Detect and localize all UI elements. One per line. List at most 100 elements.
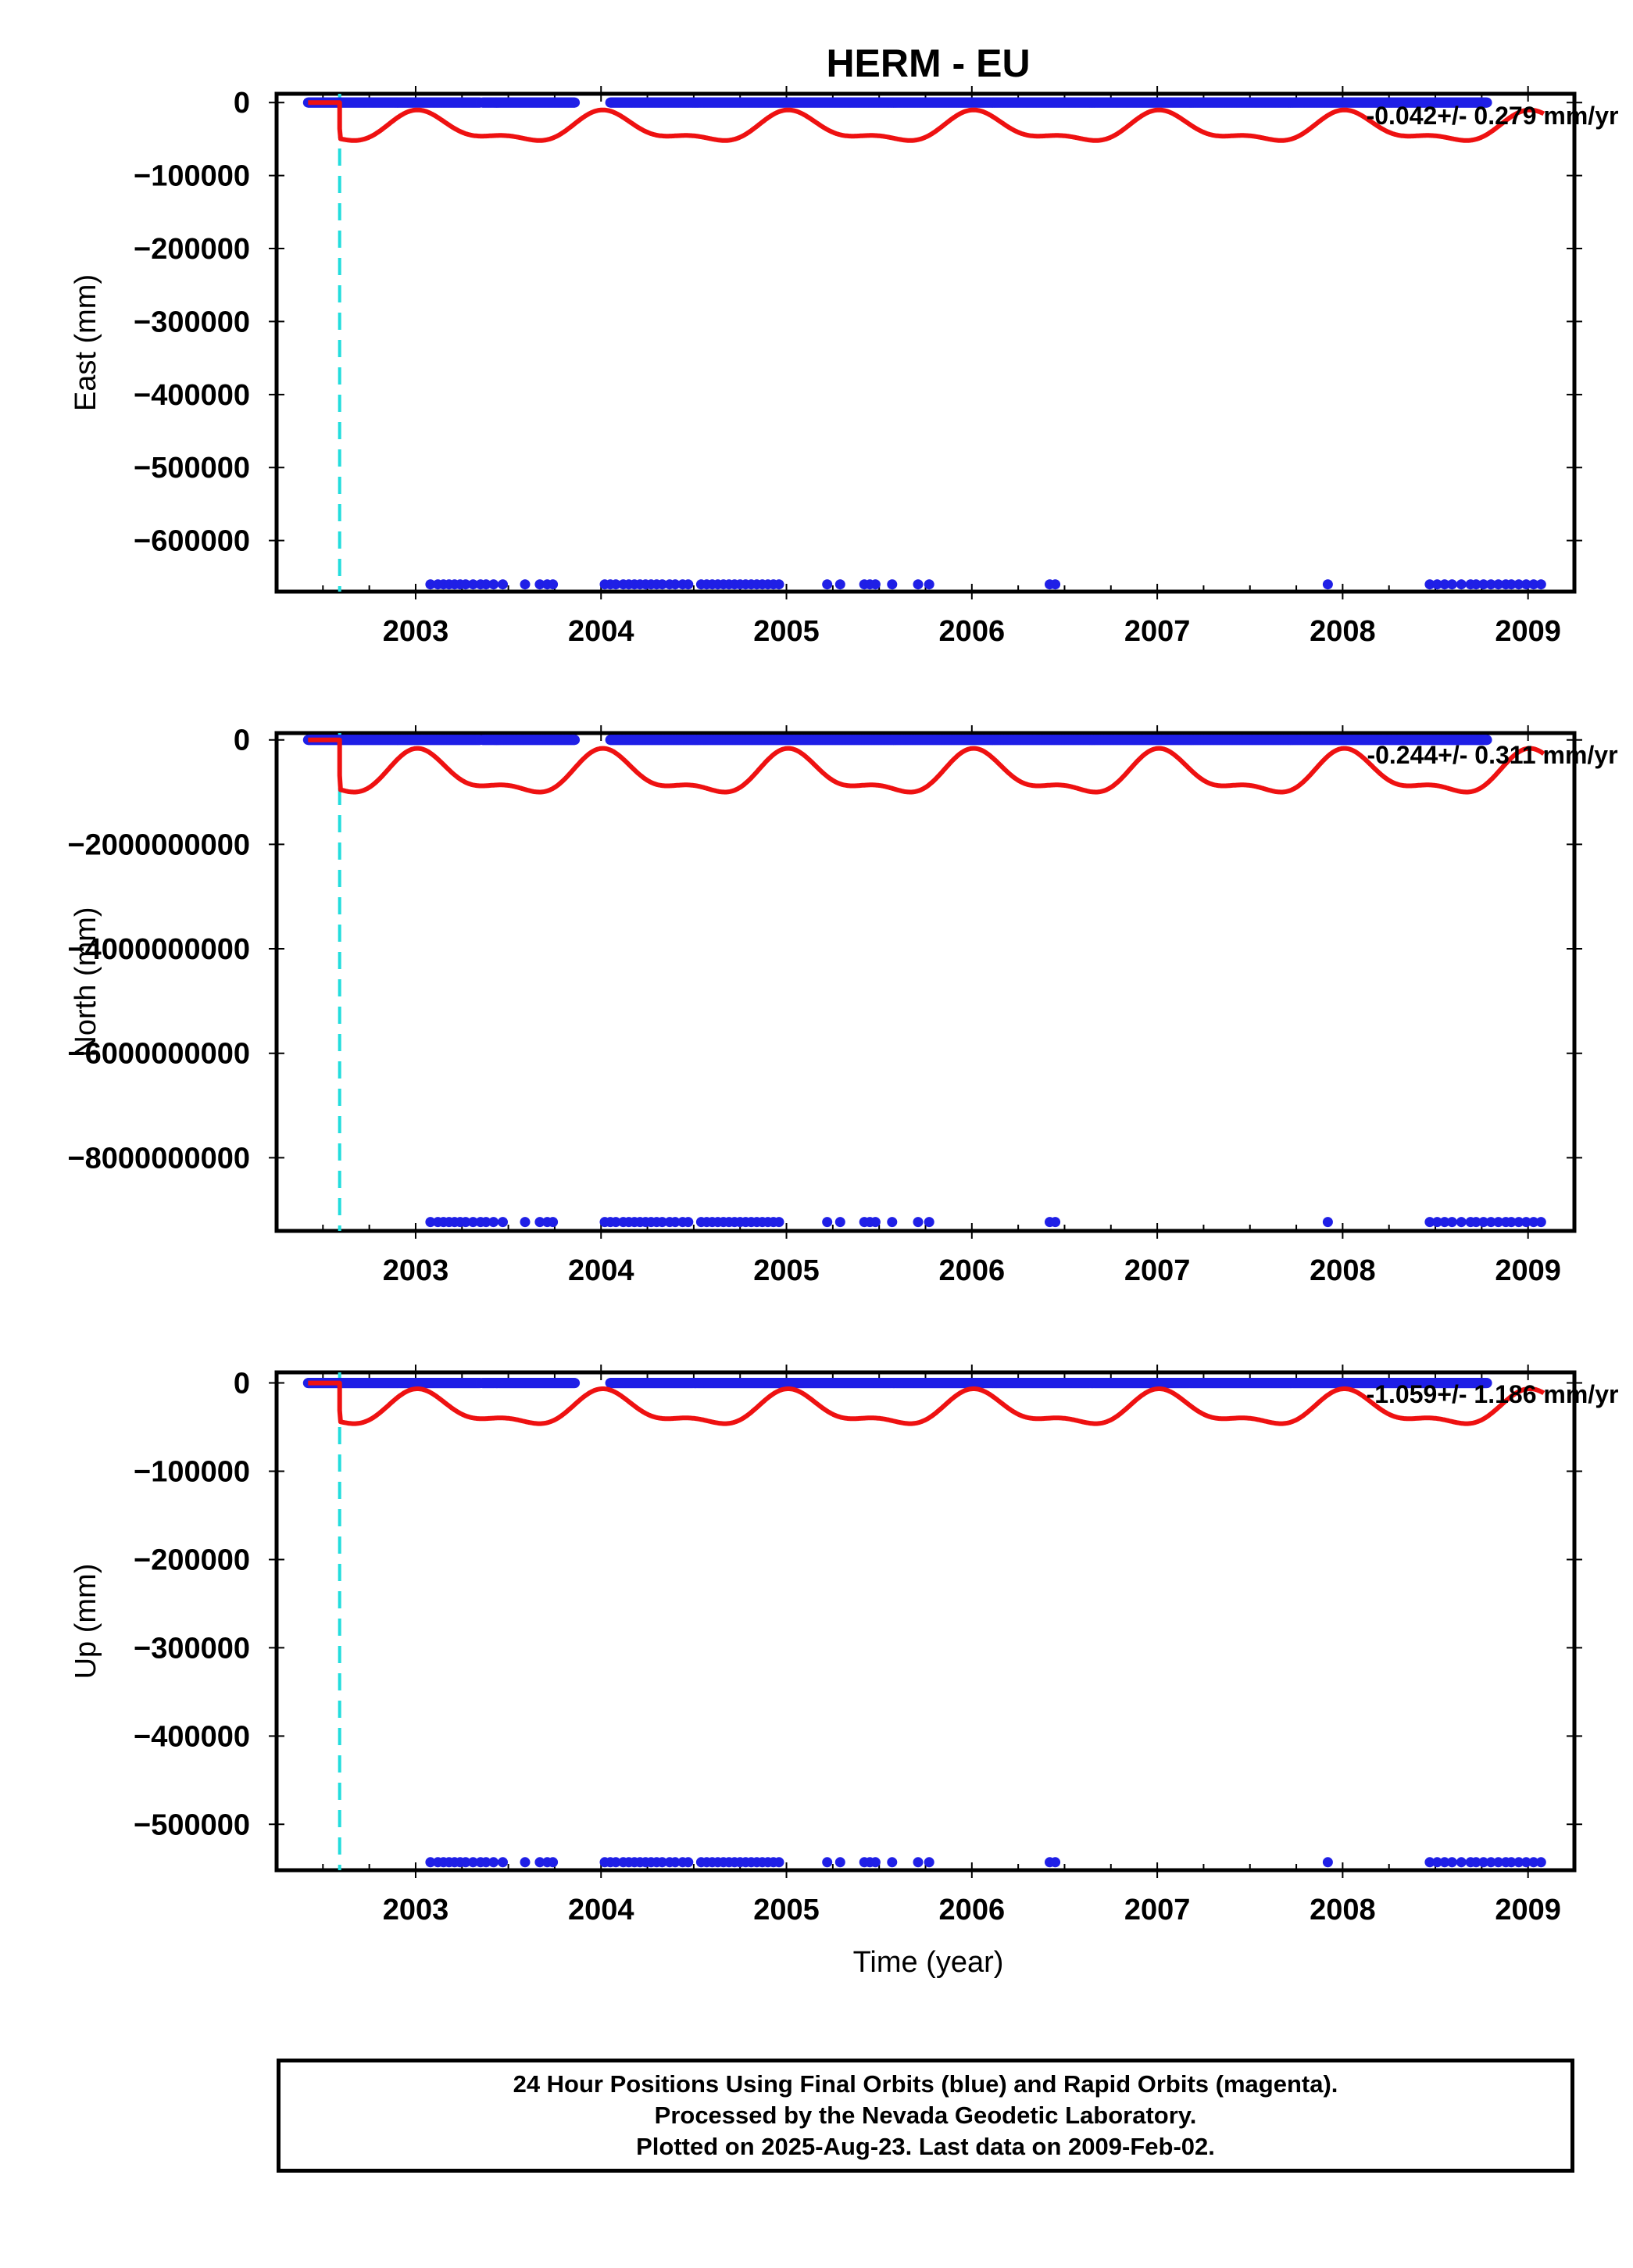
north-final-orbit-points <box>302 735 1546 1228</box>
east-outlier-point <box>1506 579 1517 590</box>
north-x-tick-label: 2003 <box>383 1254 449 1287</box>
north-outlier-point <box>870 1217 881 1228</box>
east-rate-annotation: -0.042+/- 0.279 mm/yr <box>1367 102 1619 130</box>
north-x-tick-label: 2009 <box>1495 1254 1561 1287</box>
north-panel: 2003 2004 2005 2006 2007 2008 20090−2000000000… <box>67 724 1617 1287</box>
up-x-tick-label: 2003 <box>383 1894 449 1926</box>
north-model-fit-line <box>308 737 1545 795</box>
figure-title: HERM - EU <box>826 41 1030 85</box>
north-outlier-point <box>1535 1217 1546 1228</box>
north-y-tick-label: −8000000000 <box>67 1142 250 1175</box>
east-final-orbit-points <box>302 97 1546 590</box>
east-outlier-point <box>913 579 924 590</box>
north-x-tick-label: 2007 <box>1124 1254 1191 1287</box>
east-outlier-point <box>1431 579 1442 590</box>
east-outlier-point <box>870 579 881 590</box>
east-y-tick-label: −500000 <box>134 452 250 485</box>
north-outlier-point <box>822 1217 833 1228</box>
up-x-tick-label: 2006 <box>939 1894 1006 1926</box>
east-outlier-point <box>425 579 436 590</box>
north-plot-frame <box>274 731 1577 1233</box>
north-outlier-point <box>488 1217 499 1228</box>
east-y-tick-label: −200000 <box>134 233 250 266</box>
east-x-tick-label: 2005 <box>753 615 820 648</box>
up-x-tick-label: 2007 <box>1124 1894 1191 1926</box>
north-outlier-point <box>1446 1217 1457 1228</box>
up-x-tick-label: 2009 <box>1495 1894 1561 1926</box>
east-outlier-point <box>1528 579 1539 590</box>
east-outlier-point <box>1322 579 1333 590</box>
up-y-tick-label: 0 <box>234 1368 250 1401</box>
east-outlier-point <box>1456 579 1467 590</box>
east-outlier-point <box>1470 579 1481 590</box>
east-outlier-point <box>481 579 491 590</box>
east-outlier-point <box>610 579 621 590</box>
east-outlier-point <box>548 579 559 590</box>
north-outlier-point <box>887 1217 898 1228</box>
east-outlier-point <box>887 579 898 590</box>
east-outlier-point <box>1493 579 1504 590</box>
up-y-axis-label: Up (mm) <box>70 1564 102 1680</box>
east-outlier-point <box>670 579 681 590</box>
north-x-tick-label: 2004 <box>568 1254 634 1287</box>
east-outlier-point <box>774 579 784 590</box>
east-y-tick-label: 0 <box>234 87 250 120</box>
east-outlier-point <box>520 579 531 590</box>
up-y-tick-label: −400000 <box>134 1720 250 1753</box>
east-x-tick-label: 2007 <box>1124 615 1191 648</box>
east-x-tick-label: 2009 <box>1495 615 1561 648</box>
east-y-tick-label: −100000 <box>134 160 250 193</box>
east-y-tick-label: −600000 <box>134 525 250 558</box>
east-model-fit-line <box>308 100 1545 143</box>
north-y-tick-label: −6000000000 <box>67 1038 250 1071</box>
east-outlier-point <box>1520 579 1531 590</box>
east-outlier-point <box>822 579 833 590</box>
east-x-tick-label: 2006 <box>939 615 1006 648</box>
up-y-tick-label: −500000 <box>134 1808 250 1841</box>
north-outlier-point <box>1050 1217 1061 1228</box>
up-x-tick-label: 2004 <box>568 1894 634 1926</box>
east-outlier-point <box>1446 579 1457 590</box>
east-data-point <box>1481 97 1492 108</box>
east-outlier-point <box>1050 579 1061 590</box>
east-x-tick-label: 2004 <box>568 615 634 648</box>
north-outlier-point <box>548 1217 559 1228</box>
east-outlier-point <box>1535 579 1546 590</box>
up-plot-frame <box>274 1370 1577 1873</box>
up-y-tick-label: −200000 <box>134 1544 250 1576</box>
east-outlier-point <box>657 579 668 590</box>
east-outlier-point <box>488 579 499 590</box>
north-y-tick-label: 0 <box>234 724 250 757</box>
east-plot-frame <box>274 91 1577 594</box>
north-data-point <box>570 735 581 746</box>
east-outlier-point <box>834 579 845 590</box>
north-outlier-point <box>1322 1217 1333 1228</box>
north-outlier-point <box>774 1217 784 1228</box>
east-outlier-point <box>1424 579 1435 590</box>
north-x-tick-label: 2008 <box>1310 1254 1376 1287</box>
east-y-tick-label: −400000 <box>134 379 250 412</box>
north-y-tick-label: −2000000000 <box>67 828 250 861</box>
east-outlier-point <box>1478 579 1489 590</box>
east-y-axis-label: East (mm) <box>70 274 102 411</box>
north-outlier-point <box>683 1217 694 1228</box>
up-panel: 2003 2004 2005 2006 2007 2008 20090−100000−200… <box>70 1365 1618 1926</box>
up-final-orbit-points <box>302 1378 1546 1868</box>
east-x-tick-label: 2003 <box>383 615 449 648</box>
east-panel: 2003 2004 2005 2006 2007 2008 20090−100000−200… <box>70 86 1618 648</box>
north-y-axis-label: North (mm) <box>70 907 102 1057</box>
north-outlier-point <box>834 1217 845 1228</box>
north-rate-annotation: -0.244+/- 0.311 mm/yr <box>1367 741 1617 769</box>
north-outlier-point <box>520 1217 531 1228</box>
up-x-tick-label: 2005 <box>753 1894 820 1926</box>
up-y-tick-label: −100000 <box>134 1455 250 1488</box>
north-y-tick-label: −4000000000 <box>67 933 250 966</box>
north-x-tick-label: 2005 <box>753 1254 820 1287</box>
east-outlier-point <box>1439 579 1450 590</box>
east-outlier-point <box>468 579 478 590</box>
east-outlier-point <box>534 579 545 590</box>
north-outlier-point <box>1456 1217 1467 1228</box>
east-outlier-point <box>1485 579 1496 590</box>
up-y-tick-label: −300000 <box>134 1632 250 1665</box>
